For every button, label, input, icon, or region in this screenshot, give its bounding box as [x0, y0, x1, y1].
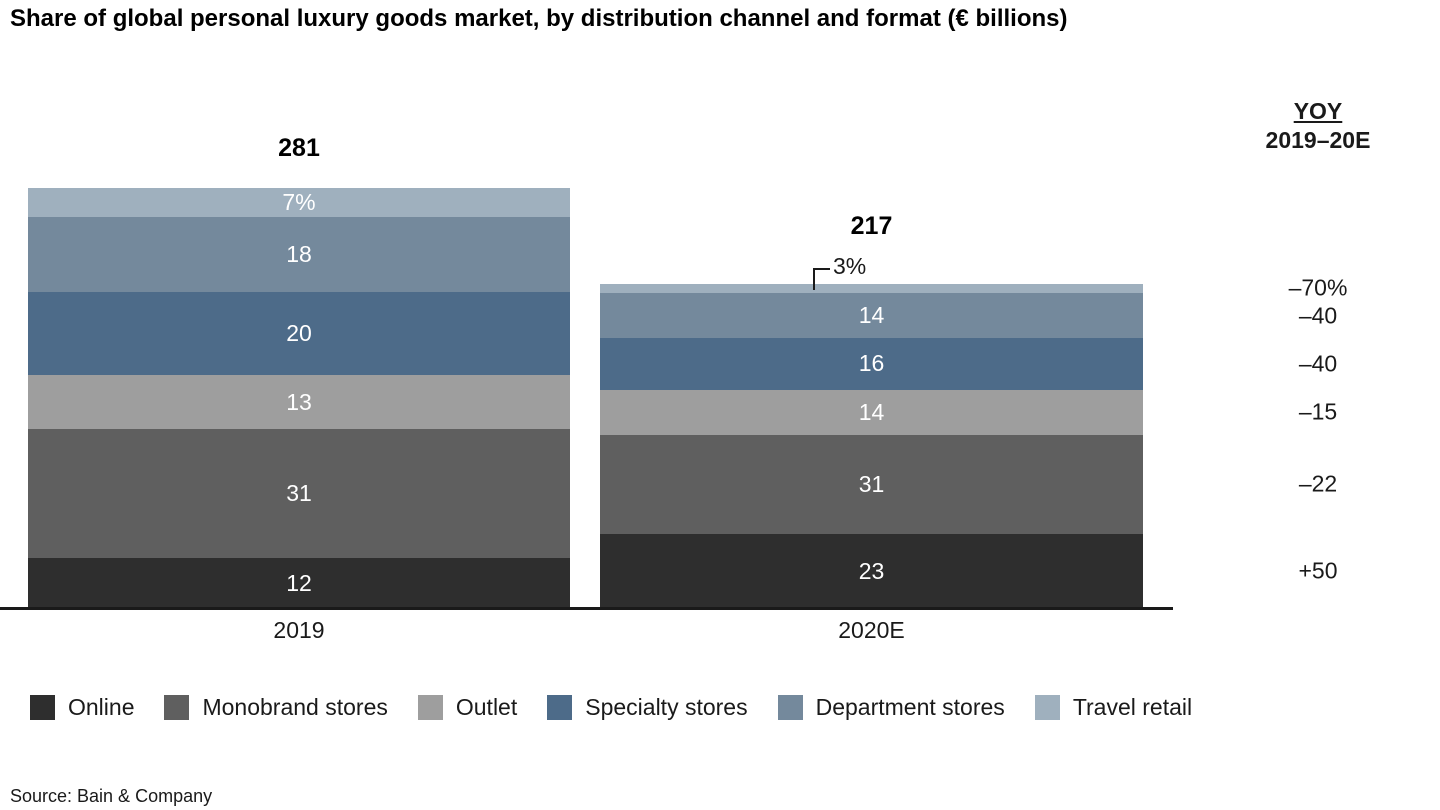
- segment-travel-retail-2020e: [600, 283, 1143, 294]
- segment-department-stores-2020e: 14: [600, 293, 1143, 339]
- segment-online-2020e: 23: [600, 534, 1143, 608]
- segment-value-label: 14: [858, 302, 885, 329]
- segment-value-label: 7%: [282, 189, 316, 216]
- yoy-value-outlet: –15: [1298, 398, 1338, 425]
- segment-value-label: 14: [858, 398, 885, 425]
- legend-label: Travel retail: [1072, 694, 1193, 720]
- segment-value-label: 16: [858, 350, 885, 377]
- segment-value-label: 31: [286, 480, 312, 507]
- callout-connector-line: [813, 268, 830, 290]
- yoy-value-travel-retail: –70%: [1288, 274, 1348, 301]
- legend-item-department-stores: Department stores: [777, 694, 1005, 721]
- legend-swatch-specialty-stores: [547, 695, 573, 720]
- yoy-value-online: +50: [1298, 557, 1338, 584]
- callout-travel-retail-2020e: 3%: [833, 253, 867, 279]
- yoy-header-label: YOY: [1293, 98, 1343, 124]
- legend-label: Department stores: [815, 694, 1005, 720]
- legend-swatch-monobrand-stores: [164, 695, 190, 720]
- segment-value-label: 13: [286, 388, 312, 415]
- yoy-header-period: 2019–20E: [1265, 127, 1371, 153]
- legend-swatch-online: [30, 695, 55, 720]
- legend-label: Specialty stores: [585, 694, 748, 720]
- legend-label: Online: [68, 694, 135, 720]
- bar-total-2020e: 217: [850, 212, 893, 240]
- segment-outlet-2020e: 14: [600, 389, 1143, 435]
- segment-value-label: 20: [286, 320, 312, 347]
- x-axis-line: [0, 607, 1173, 610]
- source-note: Source: Bain & Company: [10, 786, 213, 806]
- segment-travel-retail-2019: 7%: [28, 188, 570, 218]
- x-axis-label-2020e: 2020E: [838, 617, 905, 643]
- segment-value-label: 12: [286, 569, 312, 596]
- segment-outlet-2019: 13: [28, 375, 570, 430]
- yoy-column-header: YOY 2019–20E: [1238, 97, 1398, 155]
- yoy-value-department-stores: –40: [1298, 302, 1338, 329]
- legend-item-online: Online: [30, 694, 134, 721]
- segment-monobrand-stores-2019: 31: [28, 429, 570, 559]
- segment-monobrand-stores-2020e: 31: [600, 434, 1143, 535]
- legend-item-monobrand-stores: Monobrand stores: [164, 694, 388, 721]
- yoy-value-monobrand-stores: –22: [1298, 470, 1338, 497]
- x-axis-label-2019: 2019: [273, 617, 325, 643]
- segment-department-stores-2019: 18: [28, 217, 570, 292]
- segment-value-label: 18: [286, 241, 312, 268]
- legend-label: Monobrand stores: [202, 694, 388, 720]
- legend-item-outlet: Outlet: [417, 694, 518, 721]
- bar-total-2019: 281: [278, 134, 320, 162]
- segment-value-label: 31: [858, 470, 885, 497]
- segment-specialty-stores-2019: 20: [28, 291, 570, 376]
- segment-online-2019: 12: [28, 558, 570, 608]
- legend: Online Monobrand stores Outlet Specialty st…: [30, 694, 1192, 721]
- chart-title: Share of global personal luxury goods ma…: [10, 5, 1068, 32]
- yoy-value-specialty-stores: –40: [1298, 350, 1338, 377]
- legend-label: Outlet: [455, 694, 518, 720]
- legend-item-specialty-stores: Specialty stores: [547, 694, 748, 721]
- legend-item-travel-retail: Travel retail: [1034, 694, 1193, 721]
- legend-swatch-outlet: [417, 695, 443, 720]
- legend-swatch-travel-retail: [1034, 695, 1060, 720]
- legend-swatch-department-stores: [777, 695, 803, 720]
- segment-value-label: 23: [858, 557, 885, 584]
- segment-specialty-stores-2020e: 16: [600, 338, 1143, 390]
